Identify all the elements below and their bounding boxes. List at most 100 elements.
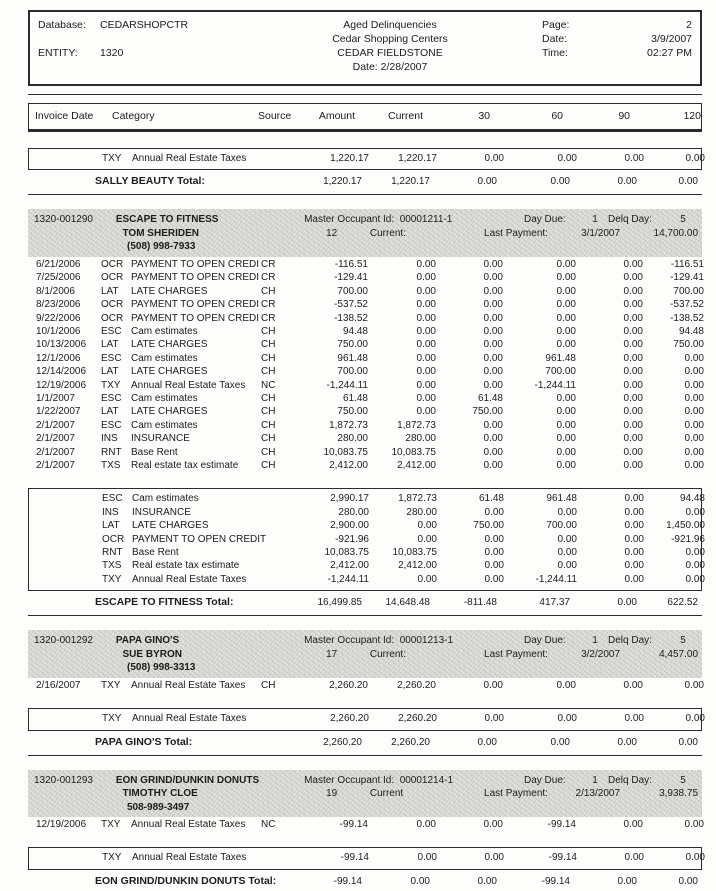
transaction-row: 2/1/2007 TXS Real estate tax estimate CH…: [28, 459, 704, 472]
day-due-label: Day Due:: [524, 214, 566, 226]
cell-120: 1,450.00: [666, 520, 705, 532]
cell-120: -116.51: [670, 258, 704, 270]
cell-source: [262, 519, 292, 532]
category-summary-box: TXY Annual Real Estate Taxes 2,260.20 2,…: [28, 708, 705, 731]
transaction-row: ESC Cam estimates 2,990.17 1,872.73 61.4…: [29, 492, 705, 505]
tenant-phone: (508) 998-7933: [127, 241, 196, 253]
cell-category-code: TXY: [102, 153, 122, 164]
cell-amount: 2,260.20: [330, 713, 369, 725]
cell-invoice-date: [35, 519, 102, 532]
cell-90: 0.00: [623, 679, 643, 691]
cell-category-desc: LATE CHARGES: [131, 366, 208, 378]
cell-120: 0.00: [684, 406, 704, 418]
cell-category-code: ESC: [101, 419, 122, 431]
last-payment-date: 3/2/2007: [581, 648, 621, 660]
current-label: Current:: [369, 648, 406, 660]
cell-category-desc: Annual Real Estate Taxes: [132, 713, 247, 725]
cell-invoice-date: 2/1/2007: [36, 446, 75, 458]
tenant-total-row: SALLY BEAUTY Total: 1,220.17 1,220.17 0.…: [28, 170, 702, 196]
cell-invoice-date: 9/22/2006: [36, 312, 81, 324]
cell-120: 0.00: [684, 352, 704, 364]
cell-60: -99.14: [548, 852, 577, 864]
cell-amount: 961.48: [337, 352, 368, 364]
last-payment-date: 2/13/2007: [575, 788, 621, 800]
tenant-name: PAPA GINO'S: [115, 635, 180, 647]
transaction-row: 9/22/2006 OCR PAYMENT TO OPEN CREDI CR -…: [28, 312, 704, 325]
cell-source: CR: [261, 299, 276, 311]
cell-90: 0.00: [623, 379, 643, 391]
tenant-header-line2: SUE BYRON 17 Current: Last Payment: 3/2/…: [34, 648, 698, 662]
transaction-row: 8/1/2006 LAT LATE CHARGES CH 700.00 0.00…: [28, 285, 704, 298]
delq-day-label: Delq Day:: [608, 774, 652, 786]
cell-30: 750.00: [473, 520, 504, 532]
cell-current: 0.00: [416, 379, 436, 391]
transaction-row: 2/1/2007 ESC Cam estimates CH 1,872.73 1…: [28, 419, 704, 432]
cell-30: 0.00: [483, 258, 503, 270]
total-90: 0.00: [617, 736, 637, 748]
cell-category-code: TXY: [102, 713, 122, 725]
cell-30: 0.00: [483, 433, 503, 445]
cell-invoice-date: [35, 152, 102, 165]
cell-source: [262, 546, 292, 559]
transaction-row: 6/21/2006 OCR PAYMENT TO OPEN CREDI CR -…: [28, 258, 704, 271]
cell-amount: 10,083.75: [324, 547, 370, 559]
cell-30: 0.00: [483, 366, 503, 378]
cell-120: 750.00: [673, 339, 704, 351]
cell-60: 0.00: [556, 325, 576, 337]
cell-120: 0.00: [684, 679, 704, 691]
column-header-row: Invoice Date Category Source Amount Curr…: [28, 103, 702, 132]
cell-source: [262, 851, 292, 864]
total-90: 0.00: [617, 875, 637, 887]
cell-amount: -99.14: [339, 819, 368, 831]
last-payment-amount: 4,457.00: [659, 648, 699, 660]
cell-60: -1,244.11: [534, 379, 576, 391]
cell-category-code: OCR: [101, 312, 124, 324]
cell-invoice-date: [35, 506, 102, 519]
cell-category-desc: PAYMENT TO OPEN CREDI: [131, 299, 259, 311]
cell-60: 0.00: [556, 460, 576, 471]
cell-amount: -116.51: [334, 258, 368, 270]
report-header: Database: CEDARSHOPCTR ENTITY: 1320 Aged…: [28, 10, 702, 86]
total-amount: -99.14: [333, 875, 362, 887]
cell-120: 0.00: [684, 446, 704, 458]
cell-category-code: INS: [101, 433, 118, 445]
cell-90: 0.00: [623, 366, 643, 378]
total-120: 622.52: [667, 597, 698, 609]
cell-120: 0.00: [684, 366, 704, 378]
print-time-value: 02:27 PM: [647, 47, 692, 59]
cell-60: 0.00: [557, 533, 577, 545]
cell-120: 0.00: [685, 573, 705, 585]
cell-60: 0.00: [556, 312, 576, 324]
tenant-total-row: EON GRIND/DUNKIN DONUTS Total: -99.14 0.…: [28, 870, 702, 891]
cell-invoice-date: 10/1/2006: [36, 325, 81, 337]
total-60: 417.37: [539, 597, 570, 609]
col-category: Category: [112, 110, 155, 122]
cell-category-desc: Real estate tax estimate: [131, 460, 239, 471]
cell-amount: -1,244.11: [327, 573, 369, 585]
last-payment-label: Last Payment:: [484, 648, 548, 660]
cell-category-code: OCR: [102, 533, 125, 545]
transaction-row: TXS Real estate tax estimate 2,412.00 2,…: [29, 559, 705, 572]
cell-amount: -537.52: [334, 299, 368, 311]
cell-category-code: TXS: [101, 460, 121, 471]
cell-amount: 750.00: [337, 339, 368, 351]
cell-category-desc: LATE CHARGES: [131, 406, 208, 418]
last-payment-label: Last Payment:: [484, 227, 548, 239]
cell-category-code: LAT: [101, 339, 119, 351]
cell-90: 0.00: [623, 419, 643, 431]
cell-category-code: ESC: [101, 352, 122, 364]
cell-30: 0.00: [484, 547, 504, 559]
transaction-rows: 6/21/2006 OCR PAYMENT TO OPEN CREDI CR -…: [28, 258, 704, 473]
cell-90: 0.00: [624, 547, 644, 559]
col-120: 120: [683, 110, 701, 122]
total-label: EON GRIND/DUNKIN DONUTS Total:: [95, 874, 277, 887]
cell-source: [262, 152, 292, 165]
cell-30: 0.00: [483, 679, 503, 691]
cell-current: 0.00: [416, 272, 436, 284]
page-label: Page:: [542, 19, 570, 31]
cell-120: 0.00: [684, 433, 704, 445]
cell-120: 94.48: [679, 493, 705, 505]
cell-category-desc: PAYMENT TO OPEN CREDIT: [132, 533, 267, 545]
cell-30: 0.00: [483, 299, 503, 311]
cell-60: 0.00: [557, 153, 577, 164]
